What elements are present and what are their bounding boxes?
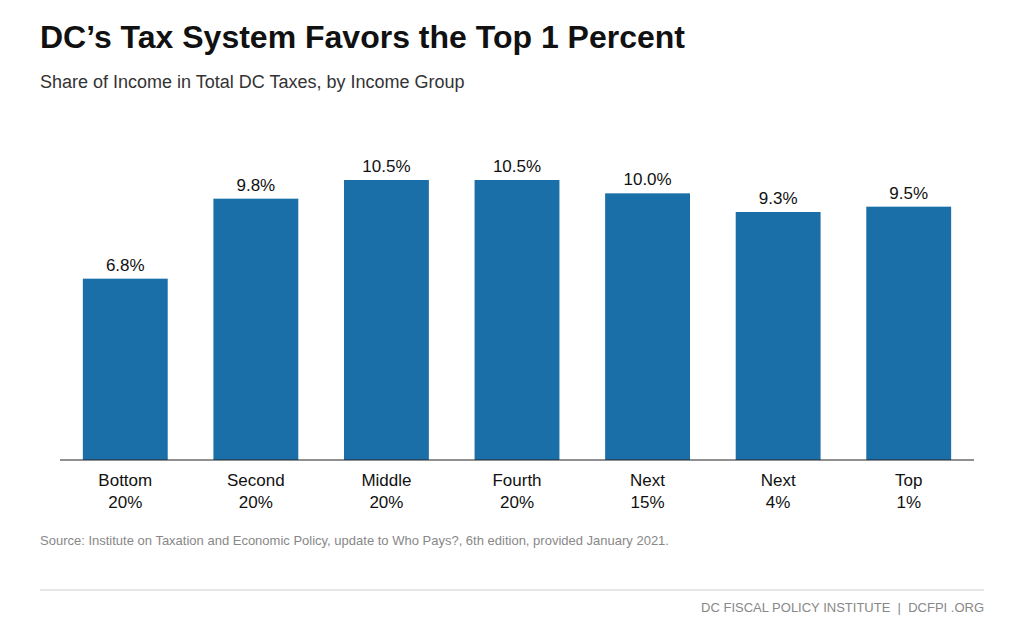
data-labels: 6.8% 9.8% 10.5% 10.5% 10.0% 9.3% 9.5%	[106, 157, 928, 275]
x-tick-label: Next4%	[761, 471, 796, 512]
data-label: 10.5%	[362, 157, 410, 176]
bar	[475, 180, 560, 460]
chart-container: DC’s Tax System Favors the Top 1 Percent…	[0, 0, 1024, 631]
data-label: 6.8%	[106, 256, 145, 275]
data-label: 10.0%	[623, 170, 671, 189]
x-tick-label: Bottom20%	[98, 471, 152, 512]
data-label: 9.3%	[759, 189, 798, 208]
data-label: 9.8%	[236, 176, 275, 195]
bar	[83, 279, 168, 460]
plot-area	[83, 180, 951, 460]
bar	[605, 193, 690, 460]
subtitle: Share of Income in Total DC Taxes, by In…	[40, 72, 465, 92]
footer: DC FISCAL POLICY INSTITUTE | DCFPI .ORG	[701, 600, 984, 615]
x-tick-label: Fourth20%	[492, 471, 541, 512]
bar	[344, 180, 429, 460]
x-axis-line	[60, 460, 974, 461]
x-tick-label: Top1%	[895, 471, 922, 512]
bar	[736, 212, 821, 460]
source: Source: Institute on Taxation and Econom…	[40, 533, 669, 548]
data-label: 9.5%	[889, 184, 928, 203]
x-tick-label: Second20%	[227, 471, 285, 512]
data-label: 10.5%	[493, 157, 541, 176]
x-tick-label: Middle20%	[361, 471, 411, 512]
x-tick-label: Next15%	[630, 471, 665, 512]
bar	[213, 199, 298, 460]
title: DC’s Tax System Favors the Top 1 Percent	[40, 19, 685, 55]
chart: DC’s Tax System Favors the Top 1 Percent…	[0, 0, 1024, 631]
bar	[866, 207, 951, 460]
separator	[40, 590, 984, 591]
x-axis: Bottom20% Second20% Middle20% Fourth20% Next…	[60, 460, 974, 512]
background	[0, 0, 1024, 631]
